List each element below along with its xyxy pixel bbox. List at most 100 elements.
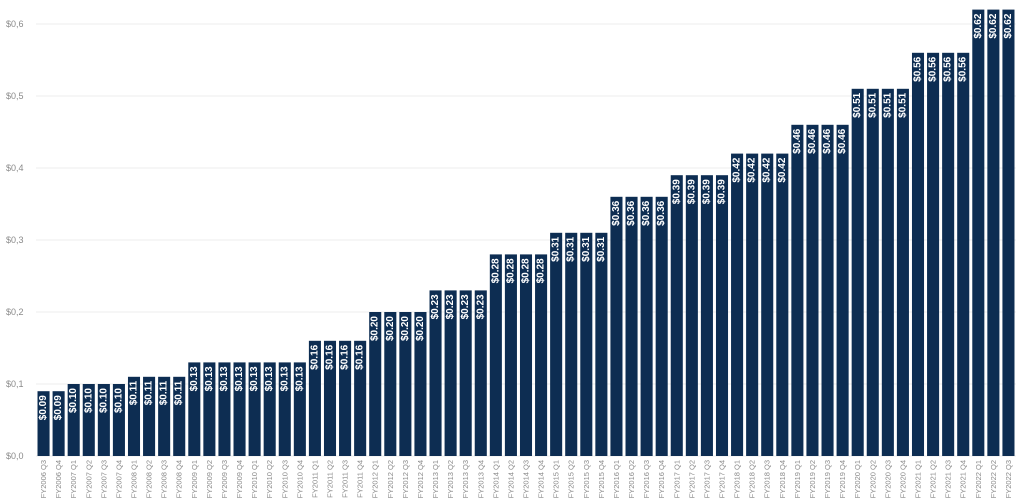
data-label: $0.42 <box>762 157 773 182</box>
bar <box>987 9 1000 456</box>
x-tick-label: FY2007 Q2 <box>84 460 93 498</box>
x-tick-label: FY2021 Q1 <box>914 460 923 498</box>
bar <box>881 88 894 457</box>
x-tick-label: FY2010 Q3 <box>280 460 289 498</box>
data-label: $0.20 <box>385 316 396 341</box>
data-label: $0.31 <box>596 236 607 261</box>
x-tick-label: FY2006 Q4 <box>54 460 63 498</box>
bar <box>474 290 487 456</box>
data-label: $0.10 <box>98 388 109 413</box>
x-tick-label: FY2017 Q4 <box>718 460 727 498</box>
data-label: $0.10 <box>113 388 124 413</box>
data-label: $0.16 <box>340 344 351 369</box>
x-tick-label: FY2008 Q2 <box>145 460 154 498</box>
x-tick-label: FY2019 Q1 <box>793 460 802 498</box>
x-tick-label: FY2016 Q4 <box>657 460 666 498</box>
x-tick-label: FY2015 Q1 <box>552 460 561 498</box>
bar <box>550 232 563 456</box>
x-tick-label: FY2017 Q2 <box>687 460 696 498</box>
bar <box>414 312 427 456</box>
bar <box>158 376 171 456</box>
bar <box>821 124 834 457</box>
data-label: $0.13 <box>234 366 245 391</box>
bar <box>731 153 744 456</box>
bar <box>233 362 246 456</box>
bar <box>580 232 593 456</box>
x-tick-label: FY2011 Q2 <box>326 460 335 498</box>
bar <box>354 340 367 456</box>
bar <box>670 175 683 456</box>
data-label: $0.16 <box>325 344 336 369</box>
bar <box>715 175 729 456</box>
data-label: $0.62 <box>1003 13 1014 38</box>
x-tick-label: FY2011 Q1 <box>310 460 319 498</box>
x-tick-label: FY2008 Q4 <box>175 460 184 498</box>
bar <box>308 340 321 456</box>
x-tick-label: FY2017 Q1 <box>672 460 681 498</box>
data-label: $0.39 <box>717 179 728 204</box>
data-label: $0.36 <box>641 200 652 225</box>
bar <box>218 362 231 456</box>
x-tick-label: FY2021 Q2 <box>929 460 938 498</box>
data-label: $0.36 <box>626 200 637 225</box>
data-label: $0.56 <box>943 56 954 81</box>
y-tick-label: $0,1 <box>6 379 24 389</box>
bar <box>836 124 849 457</box>
x-tick-label: FY2008 Q1 <box>130 460 139 498</box>
data-labels: $0.09 $0.09 $0.10 $0.10 $0.10 $0.10 $0.11 $0.11… <box>38 13 1014 420</box>
bar <box>565 232 578 456</box>
bar <box>896 88 909 457</box>
x-tick-label: FY2019 Q4 <box>838 460 847 498</box>
bar <box>640 196 653 457</box>
data-label: $0.31 <box>551 236 562 261</box>
x-tick-label: FY2007 Q4 <box>114 460 123 498</box>
x-tick-label: FY2007 Q1 <box>69 460 78 498</box>
x-tick-label: FY2016 Q2 <box>627 460 636 498</box>
x-tick-label: FY2006 Q3 <box>39 460 48 498</box>
bar <box>293 362 306 456</box>
data-label: $0.36 <box>656 200 667 225</box>
data-label: $0.31 <box>566 236 577 261</box>
x-tick-label: FY2020 Q2 <box>868 460 877 498</box>
x-tick-label: FY2020 Q4 <box>898 460 907 498</box>
x-tick-label: FY2018 Q1 <box>733 460 742 498</box>
bar <box>489 254 502 456</box>
bar <box>746 153 759 456</box>
data-label: $0.36 <box>611 200 622 225</box>
data-label: $0.42 <box>732 157 743 182</box>
bar <box>112 384 125 456</box>
bar <box>806 124 819 457</box>
x-tick-label: FY2012 Q2 <box>386 460 395 498</box>
x-tick-label: FY2018 Q2 <box>748 460 757 498</box>
data-label: $0.62 <box>973 13 984 38</box>
x-tick-label: FY2012 Q1 <box>371 460 380 498</box>
x-tick-label: FY2013 Q4 <box>476 460 485 498</box>
bar <box>399 312 412 456</box>
x-tick-label: FY2018 Q3 <box>763 460 772 498</box>
x-tick-label: FY2010 Q4 <box>295 460 304 498</box>
bar <box>82 384 95 456</box>
data-label: $0.13 <box>294 366 305 391</box>
data-label: $0.13 <box>249 366 260 391</box>
data-label: $0.20 <box>400 316 411 341</box>
bar <box>52 391 65 456</box>
x-tick-label: FY2014 Q4 <box>537 460 546 498</box>
x-tick-label: FY2020 Q1 <box>853 460 862 498</box>
bar <box>173 376 186 456</box>
x-tick-label: FY2022 Q3 <box>1004 460 1013 498</box>
data-label: $0.11 <box>174 380 185 405</box>
bar <box>851 88 864 457</box>
bar <box>429 290 442 456</box>
data-label: $0.46 <box>822 128 833 153</box>
bar <box>459 290 472 456</box>
data-label: $0.39 <box>671 179 682 204</box>
y-tick-label: $0,6 <box>6 19 24 29</box>
x-tick-label: FY2009 Q3 <box>220 460 229 498</box>
x-tick-label: FY2007 Q3 <box>99 460 108 498</box>
bar <box>339 340 352 456</box>
x-tick-label: FY2012 Q3 <box>401 460 410 498</box>
bar <box>143 376 156 456</box>
bar <box>384 312 397 456</box>
x-tick-label: FY2013 Q2 <box>446 460 455 498</box>
x-tick-label: FY2013 Q3 <box>461 460 470 498</box>
